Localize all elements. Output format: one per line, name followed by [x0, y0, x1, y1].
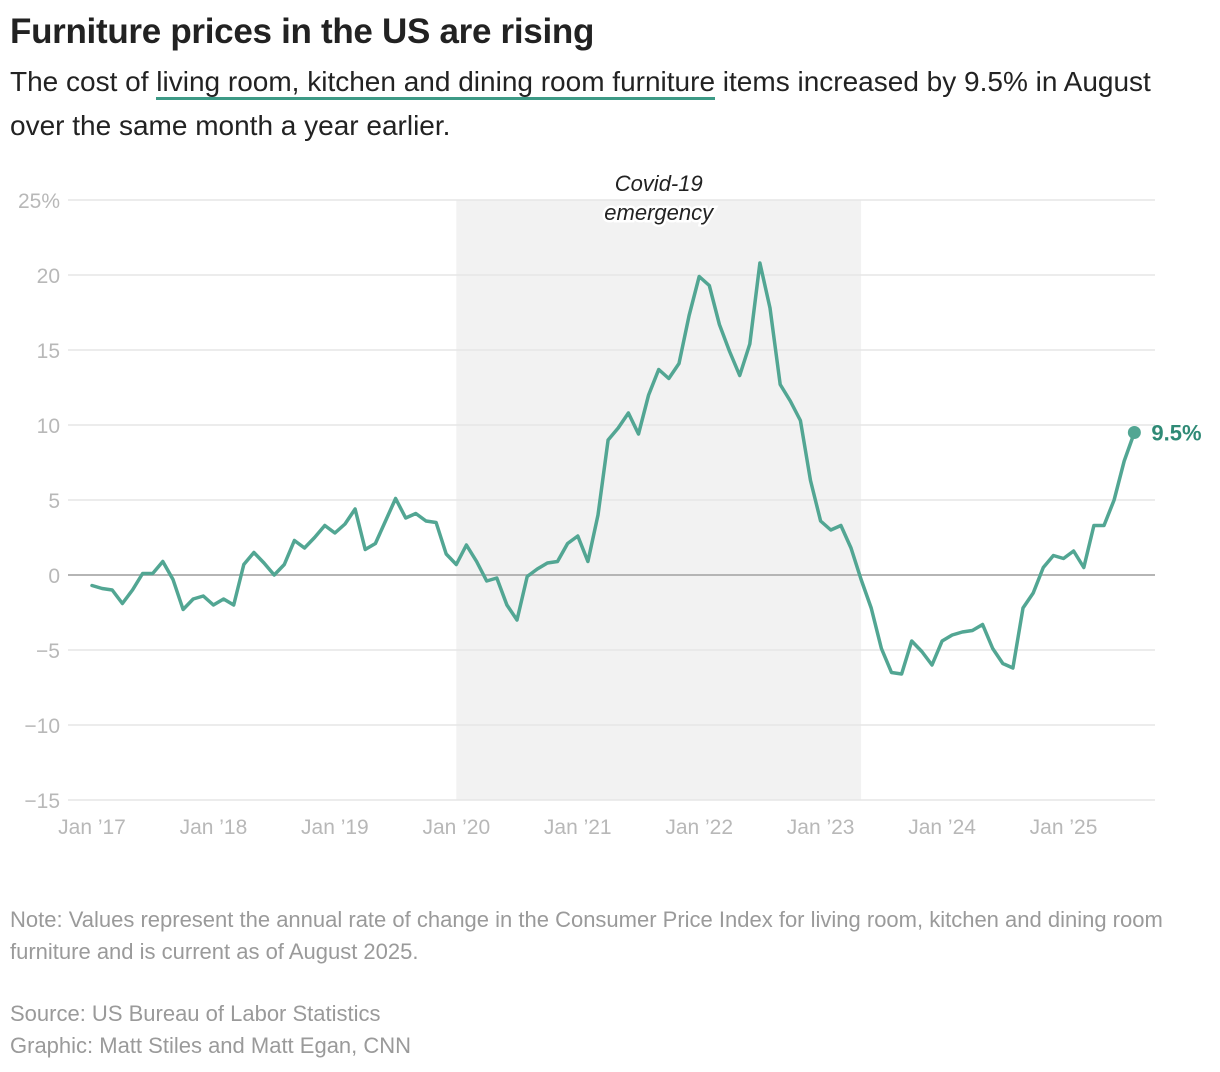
- shade-label-line1: Covid-19: [615, 171, 703, 196]
- x-tick-label: Jan ’20: [422, 816, 490, 839]
- subtitle-highlight: living room, kitchen and dining room fur…: [156, 66, 716, 100]
- x-tick-label: Jan ’19: [301, 816, 369, 839]
- chart-title: Furniture prices in the US are rising: [10, 12, 595, 51]
- subtitle-after: items increased by 9.5% in August over t…: [10, 66, 1151, 141]
- x-tick-label: Jan ’23: [787, 816, 855, 839]
- chart-note: Note: Values represent the annual rate o…: [10, 907, 1163, 964]
- y-tick-label: 15: [37, 340, 60, 363]
- x-tick-label: Jan ’21: [544, 816, 612, 839]
- line-chart: Covid-19 emergency 25% 20 15 10 5 0 −5 −10 −15 Jan …: [17, 171, 1202, 839]
- end-point-marker: [1127, 426, 1141, 439]
- data-series-line: [90, 261, 1137, 676]
- y-tick-label: 5: [48, 490, 60, 513]
- end-value-label: 9.5%: [1151, 421, 1201, 446]
- x-tick-label: Jan ’18: [180, 816, 248, 839]
- x-tick-label: Jan ’22: [665, 816, 733, 839]
- x-tick-label: Jan ’24: [908, 816, 976, 839]
- x-tick-label: Jan ’17: [58, 816, 126, 839]
- y-tick-label: 0: [48, 565, 60, 588]
- y-tick-label: 25%: [18, 190, 60, 213]
- y-tick-label: 20: [37, 265, 60, 288]
- y-tick-label: −5: [36, 640, 60, 663]
- shade-label-line2: emergency: [604, 200, 715, 225]
- y-tick-label: −10: [24, 715, 60, 738]
- x-tick-label: Jan ’25: [1030, 816, 1098, 839]
- chart-subtitle: The cost of living room, kitchen and din…: [10, 60, 1190, 148]
- chart-source: Source: US Bureau of Labor Statistics Gr…: [10, 998, 411, 1062]
- source-text: Source: US Bureau of Labor Statistics: [10, 1001, 381, 1026]
- credit-text: Graphic: Matt Stiles and Matt Egan, CNN: [10, 1033, 412, 1058]
- subtitle-before: The cost of: [10, 66, 157, 97]
- y-tick-label: 10: [37, 415, 60, 438]
- y-tick-label: −15: [24, 790, 60, 813]
